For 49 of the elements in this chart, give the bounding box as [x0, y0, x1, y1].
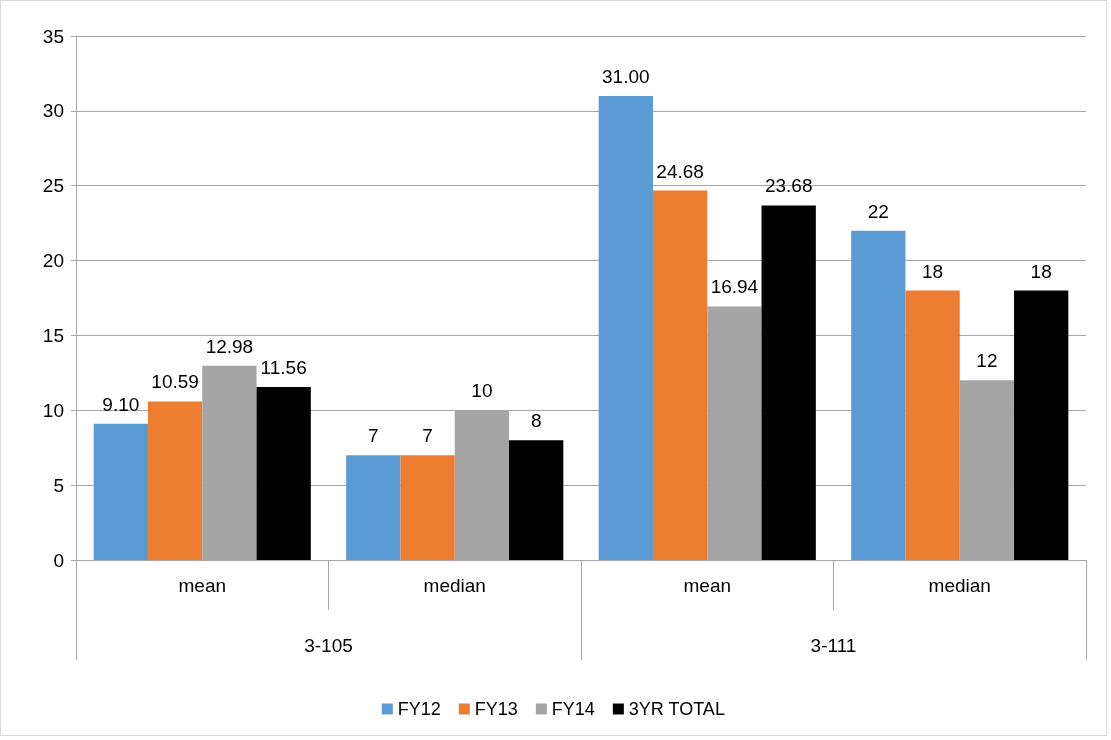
data-label: 7 — [368, 425, 379, 447]
legend-label: FY14 — [551, 699, 595, 719]
data-label: 22 — [867, 200, 889, 222]
data-label: 9.10 — [102, 393, 140, 415]
y-tick-label: 5 — [53, 474, 64, 496]
bar — [598, 95, 653, 560]
y-tick-label: 20 — [42, 250, 64, 272]
data-label: 12.98 — [205, 335, 254, 357]
bar — [256, 386, 311, 560]
bar — [851, 230, 906, 560]
bar — [93, 423, 148, 560]
bar — [761, 205, 816, 560]
legend-label: FY13 — [474, 699, 518, 719]
data-label: 8 — [530, 410, 542, 432]
legend-label: FY12 — [397, 699, 441, 719]
bar — [652, 190, 708, 560]
data-label: 10.59 — [151, 371, 199, 393]
y-tick-label: 15 — [42, 324, 64, 346]
bar — [959, 380, 1015, 560]
data-label: 18 — [1030, 260, 1052, 282]
data-label: 23.68 — [764, 175, 813, 197]
x-tick-label: median — [423, 575, 486, 596]
x-tick-label: median — [928, 575, 991, 596]
y-tick-label: 25 — [42, 175, 64, 197]
y-tick-label: 0 — [53, 549, 64, 571]
bar — [147, 401, 203, 560]
bar — [400, 455, 455, 560]
bar — [509, 440, 564, 560]
text: 3-105 — [304, 635, 353, 656]
legend-label: 3YR TOTAL — [628, 699, 725, 719]
bar — [202, 365, 257, 560]
data-label: 7 — [422, 425, 433, 447]
x-tick-label: mean — [178, 575, 227, 596]
data-label: 12 — [976, 350, 998, 372]
data-label: 11.56 — [260, 356, 307, 378]
bar — [1014, 290, 1069, 560]
data-label: 24.68 — [656, 160, 704, 182]
bar — [346, 455, 401, 560]
data-label: 31.00 — [602, 65, 650, 87]
text: 3-111 — [810, 635, 857, 656]
y-tick-label: 30 — [42, 100, 64, 122]
bar — [905, 290, 960, 560]
data-label: 10 — [471, 380, 493, 402]
data-label: 16.94 — [710, 276, 759, 298]
x-tick-label: mean — [683, 575, 732, 596]
y-tick-label: 35 — [42, 25, 64, 47]
data-label: 18 — [922, 260, 944, 282]
bar — [707, 306, 762, 560]
y-tick-label: 10 — [42, 399, 64, 421]
